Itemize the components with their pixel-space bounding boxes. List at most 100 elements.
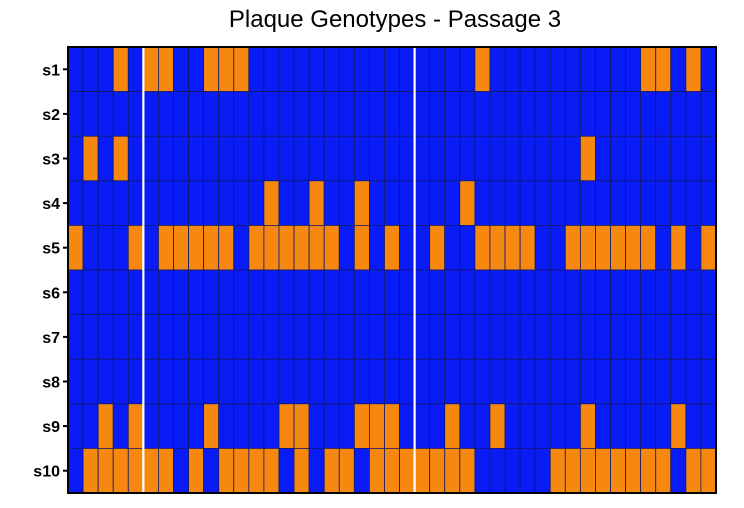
heatmap-cell [564,135,581,182]
y-tick-label: s10 [33,464,60,481]
heatmap-cell [82,314,99,360]
heatmap-cell [173,403,189,449]
heatmap-cell [278,224,295,271]
heatmap-cell [564,403,581,449]
heatmap-cell [127,180,144,226]
heatmap-cell [278,447,295,494]
heatmap-cell [248,269,265,315]
heatmap-cell [142,180,159,226]
heatmap-cell [564,269,581,315]
heatmap-cell [670,224,687,271]
heatmap-cell [640,180,657,226]
heatmap-cell [414,269,431,315]
heatmap-cell [173,46,189,92]
heatmap-cell [685,91,702,137]
heatmap-cell [384,314,400,360]
heatmap-cell [534,180,551,226]
heatmap-cell [158,447,174,494]
heatmap-cell [429,224,446,271]
heatmap-cell [444,314,461,360]
y-tick-label: s8 [42,375,60,392]
heatmap-cell [474,180,491,226]
heatmap-cell [248,135,265,182]
heatmap-cell [142,46,159,92]
heatmap-cell [158,180,174,226]
heatmap-cell [579,269,596,315]
heatmap-cell [173,358,189,405]
heatmap-cell [564,46,581,92]
heatmap-cell [579,91,596,137]
heatmap-cell [610,180,626,226]
heatmap-cell [489,403,506,449]
heatmap-cell [399,358,415,405]
heatmap-cell [263,91,280,137]
heatmap-cell [188,135,205,182]
heatmap-cell [595,314,611,360]
heatmap-cell [233,314,250,360]
heatmap-cell [595,358,611,405]
heatmap-cell [429,180,446,226]
heatmap-cell [127,447,144,494]
heatmap-cell [414,358,431,405]
heatmap-cell [534,403,551,449]
heatmap-cell [564,224,581,271]
heatmap-cell [112,224,129,271]
heatmap-cell [414,180,431,226]
heatmap-cell [112,269,129,315]
heatmap-cell [595,447,611,494]
heatmap-cell [384,269,400,315]
heatmap-cell [655,269,672,315]
heatmap-cell [338,358,355,405]
heatmap-cell [278,46,295,92]
heatmap-cell [127,358,144,405]
heatmap-cell [97,358,114,405]
heatmap-cell [670,269,687,315]
heatmap-cell [173,180,189,226]
heatmap-cell [353,135,370,182]
heatmap-cell [685,447,702,494]
heatmap-cell [67,91,84,137]
heatmap-cell [127,269,144,315]
heatmap-cell [670,403,687,449]
heatmap-cell [670,46,687,92]
heatmap-cell [549,403,566,449]
heatmap-cell [127,224,144,271]
heatmap-cell [248,358,265,405]
heatmap-cell [549,447,566,494]
heatmap-cell [474,135,491,182]
heatmap-cell [353,358,370,405]
heatmap-cell [564,314,581,360]
heatmap-cell [353,224,370,271]
heatmap-cell [308,224,325,271]
heatmap-cell [218,135,235,182]
heatmap-cell [293,447,310,494]
heatmap-cell [248,224,265,271]
heatmap-cell [610,46,626,92]
heatmap-cell [263,269,280,315]
heatmap-cell [399,269,415,315]
heatmap-cell [323,269,340,315]
heatmap-cell [218,224,235,271]
heatmap-cell [158,269,174,315]
heatmap-cell [640,91,657,137]
heatmap-cell [188,314,205,360]
heatmap-cell [173,135,189,182]
heatmap-cell [429,269,446,315]
heatmap-cell [504,447,521,494]
heatmap-cell [700,180,717,226]
y-tick-label: s3 [42,152,60,169]
heatmap-cell [625,91,642,137]
y-tick-label: s6 [42,285,60,302]
heatmap-cell [655,91,672,137]
heatmap-cell [549,314,566,360]
heatmap-cell [278,91,295,137]
heatmap-cell [293,314,310,360]
heatmap-cell [459,46,476,92]
heatmap-cell [203,314,220,360]
heatmap-cell [670,358,687,405]
heatmap-cell [489,269,506,315]
heatmap-cell [263,403,280,449]
heatmap-cell [519,269,536,315]
heatmap-cell [504,224,521,271]
heatmap-cell [158,358,174,405]
